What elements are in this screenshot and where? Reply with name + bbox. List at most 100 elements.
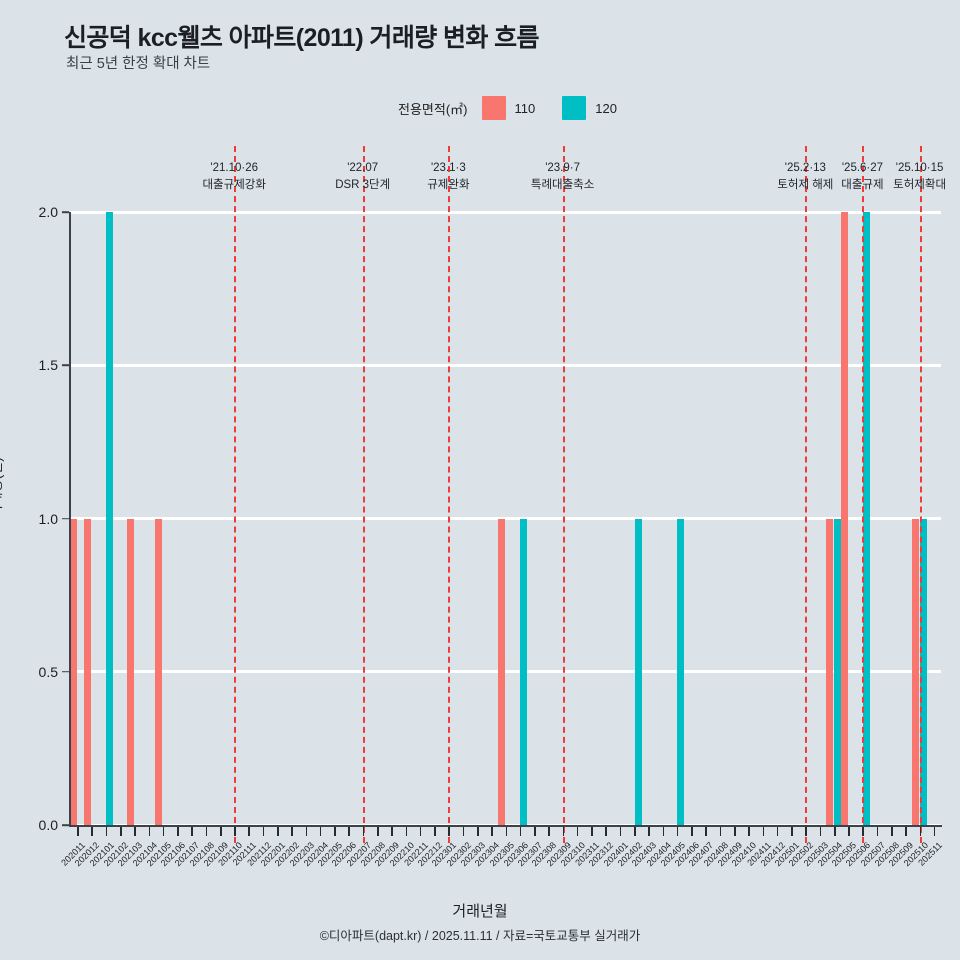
x-tick-mark [648, 827, 650, 836]
event-date: '21.10·26 [210, 162, 259, 174]
x-tick-mark [77, 827, 79, 836]
x-tick-mark [619, 827, 622, 836]
x-tick-mark [762, 827, 765, 836]
x-tick-mark [177, 827, 179, 836]
x-tick-mark [405, 827, 408, 836]
x-tick-mark [348, 827, 351, 836]
y-axis-label: 거래량(건) [0, 457, 4, 518]
x-tick-mark [91, 827, 93, 836]
bar [126, 518, 134, 825]
event-marker-line [562, 146, 565, 843]
event-label: '25.2·13 토허제 해제 [777, 160, 833, 193]
bar [634, 518, 642, 825]
bar [69, 518, 77, 825]
event-marker-line [362, 146, 365, 843]
x-tick-mark [376, 827, 379, 836]
event-date: '23.1·3 [430, 162, 466, 174]
x-tick-mark [491, 827, 493, 836]
x-tick-mark [905, 827, 907, 836]
y-tick-mark [62, 211, 69, 213]
event-name: DSR 3단계 [335, 178, 391, 191]
x-tick-mark [733, 827, 736, 836]
y-tick-label: 0.5 [38, 663, 58, 680]
gridline [70, 517, 941, 520]
bar [106, 212, 114, 825]
x-tick-mark [519, 827, 522, 836]
x-tick-mark [248, 827, 251, 836]
legend-label-120: 120 [595, 100, 617, 116]
bar [920, 518, 928, 825]
x-tick-mark [162, 827, 165, 836]
y-tick-label: 2.0 [38, 204, 58, 220]
chart-legend: 전용면적(㎡) 110 120 [398, 96, 635, 120]
y-axis-line [69, 212, 71, 826]
event-date: '22.07 [347, 162, 379, 174]
y-tick-mark [62, 517, 69, 520]
event-name: 토허제확대 [893, 178, 947, 191]
gridline [70, 210, 941, 214]
x-tick-mark [605, 827, 608, 836]
y-tick-label: 0.0 [38, 817, 58, 833]
x-tick-mark [462, 827, 465, 836]
x-tick-mark [691, 827, 693, 836]
bar [840, 212, 848, 825]
x-tick-mark [548, 827, 550, 836]
x-tick-mark [448, 827, 450, 836]
event-date: '23.9·7 [545, 162, 581, 174]
x-tick-mark [576, 827, 579, 836]
x-tick-mark [148, 827, 151, 836]
y-tick-label: 1.0 [38, 510, 58, 527]
event-date: '25.6·27 [841, 162, 884, 174]
bar [520, 518, 528, 825]
event-name: 토허제 해제 [777, 178, 834, 191]
event-name: 대출규제강화 [202, 178, 266, 191]
x-tick-mark [291, 827, 293, 836]
x-tick-mark [191, 827, 193, 836]
x-tick-mark [876, 827, 879, 836]
x-tick-mark [305, 827, 308, 836]
x-tick-mark [505, 827, 508, 836]
x-tick-mark [262, 827, 265, 836]
event-marker-line [805, 146, 808, 843]
event-marker-line [448, 146, 451, 843]
x-tick-mark [277, 827, 279, 836]
x-tick-mark [805, 827, 807, 836]
page-title: 신공덕 kcc웰츠 아파트(2011) 거래량 변화 흐름 [64, 24, 540, 52]
y-tick-mark [62, 824, 69, 826]
x-axis-line [69, 825, 942, 827]
x-tick-mark [791, 827, 793, 836]
event-label: '25.10·15 토허제확대 [893, 160, 946, 193]
bar [155, 518, 163, 825]
x-tick-mark [862, 827, 865, 836]
event-marker-line [919, 146, 922, 843]
event-date: '25.10·15 [895, 162, 944, 174]
event-marker-line [862, 146, 865, 843]
gridline [70, 670, 941, 674]
x-tick-mark [534, 827, 536, 836]
x-tick-mark [634, 827, 636, 836]
legend-title: 전용면적(㎡) [398, 101, 468, 117]
bar [826, 518, 834, 825]
x-tick-mark [319, 827, 322, 836]
plot-area [69, 146, 941, 843]
x-tick-mark [919, 827, 922, 836]
event-marker-line [234, 146, 237, 843]
x-tick-mark [362, 827, 365, 836]
x-tick-mark [776, 827, 779, 836]
x-tick-mark [234, 827, 236, 836]
event-name: 규제완화 [427, 178, 470, 191]
credit-text: ©디아파트(dapt.kr) / 2025.11.11 / 자료=국토교통부 실… [319, 929, 641, 943]
legend-swatch-120 [562, 96, 587, 120]
y-tick-label: 1.5 [38, 357, 58, 374]
bar [834, 518, 842, 825]
event-name: 특례대출축소 [530, 178, 595, 191]
x-tick-mark [562, 827, 565, 836]
event-label: '25.6·27 대출규제 [841, 160, 883, 193]
x-tick-mark [591, 827, 593, 836]
x-tick-mark [434, 827, 436, 836]
x-tick-mark [719, 827, 722, 836]
legend-swatch-110 [481, 96, 506, 120]
x-tick-mark [833, 827, 836, 836]
event-name: 대출규제 [841, 178, 884, 191]
